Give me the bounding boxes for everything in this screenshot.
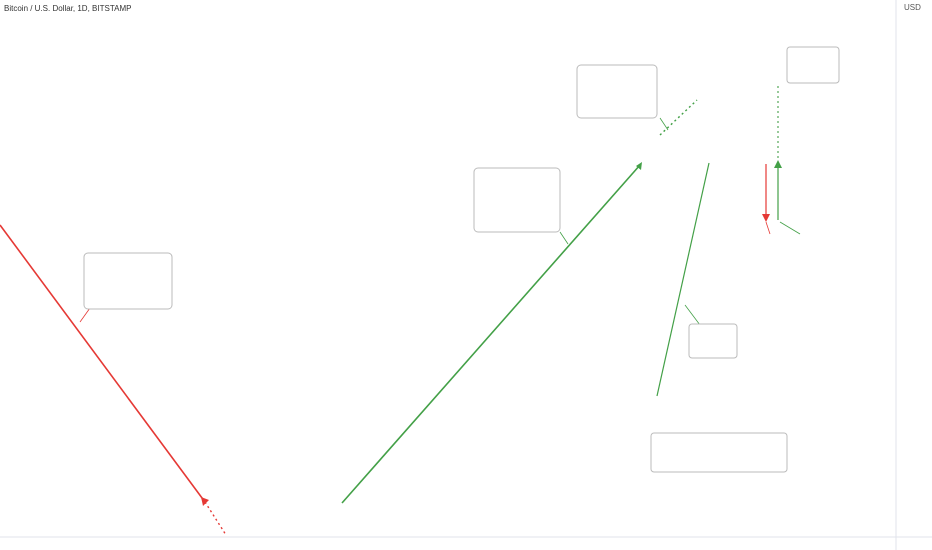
callout-box (576, 64, 658, 119)
note-box (650, 432, 788, 473)
extended-trend-line (659, 99, 698, 136)
reignited-line (656, 162, 710, 397)
trend-lines (0, 86, 801, 536)
arrow-head (774, 160, 782, 168)
callout-line (765, 221, 771, 235)
callout-box (473, 167, 561, 233)
callout-line (659, 117, 669, 131)
callouts (83, 46, 840, 473)
up-trend-line (341, 164, 641, 504)
chart-title: Bitcoin / U.S. Dollar, 1D, BITSTAMP (4, 4, 131, 13)
callout-line (559, 231, 569, 245)
callout-box (83, 252, 173, 310)
down-trend-line (0, 224, 206, 503)
callout-line (684, 304, 701, 326)
arrow-head (762, 214, 770, 222)
currency: USD (904, 3, 921, 12)
down-trend-extension (204, 501, 227, 536)
callout-box (786, 46, 840, 84)
callout-line (779, 221, 801, 235)
callout-box (688, 323, 738, 359)
callout-line (79, 307, 91, 323)
arrow-head (201, 497, 209, 506)
arrow-head (636, 162, 642, 170)
